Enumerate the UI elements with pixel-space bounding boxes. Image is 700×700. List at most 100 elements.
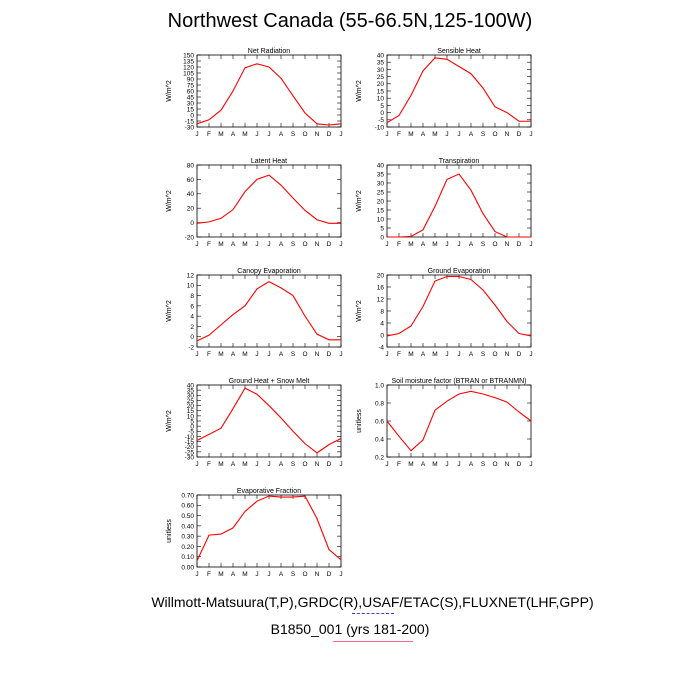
y-tick-label: 20 [377,81,385,88]
y-tick-label: 30 [377,180,385,187]
y-tick-label: 75 [187,82,195,89]
x-tick-label: J [457,461,460,468]
y-tick-label: 0 [380,234,384,241]
y-tick-label: 20 [187,403,195,410]
x-tick-label: M [242,571,247,578]
x-tick-label: F [397,241,401,248]
x-tick-label: O [492,241,497,248]
ground-heat-snow-melt-panel: Ground Heat + Snow Melt W/m^2 -30-25-20-15… [166,378,343,468]
y-tick-label: 20 [377,272,385,279]
y-tick-label: 60 [187,88,195,95]
y-axis-label: W/m^2 [166,410,173,432]
y-tick-label: 150 [183,52,194,59]
y-tick-label: 0 [190,424,194,431]
x-tick-label: O [492,131,497,138]
panel-title: Evaporative Fraction [237,488,301,495]
figure-title: Northwest Canada (55-66.5N,125-100W) [167,10,533,32]
plot-frame [386,164,532,238]
x-tick-label: A [469,241,474,248]
net-radiation-panel: Net Radiation W/m^2 -30-150153045607590105… [166,48,343,138]
x-tick-label: J [267,351,270,358]
x-tick-label: A [231,571,236,578]
y-tick-label: -30 [185,454,195,461]
y-tick-label: -5 [188,429,194,436]
y-tick-label: -15 [185,439,195,446]
x-tick-label: J [195,241,198,248]
y-tick-label: 0.60 [181,503,194,510]
y-tick-label: 120 [183,64,194,71]
x-tick-label: N [315,131,320,138]
y-tick-label: 8 [380,308,384,315]
x-tick-label: S [291,461,296,468]
x-tick-label: M [242,461,247,468]
y-tick-label: 105 [183,70,194,77]
y-tick-label: 20 [187,206,195,213]
x-tick-label: O [302,241,307,248]
x-tick-label: J [385,241,388,248]
x-tick-label: J [267,241,270,248]
x-tick-label: A [421,131,426,138]
x-tick-label: A [279,571,284,578]
y-tick-label: 4 [380,320,384,327]
y-tick-label: 20 [377,198,385,205]
x-tick-label: D [327,131,332,138]
data-sources-caption: Willmott-Matsuura(T,P),GRDC(R),USAF/ETAC… [151,594,594,610]
y-tick-label: 135 [183,58,194,65]
x-tick-label: J [385,131,388,138]
panel-title: Canopy Evaporation [237,268,301,275]
series-line [196,174,341,224]
x-tick-label: F [207,241,211,248]
y-tick-label: 0.2 [375,454,384,461]
x-tick-label: J [267,131,270,138]
case-underline [333,641,413,642]
y-tick-label: 0.4 [375,436,384,443]
panel-title: Net Radiation [248,48,291,55]
y-tick-label: 10 [187,413,195,420]
x-tick-label: M [432,351,437,358]
x-tick-label: O [302,461,307,468]
x-tick-label: O [302,571,307,578]
x-tick-label: S [291,241,296,248]
x-tick-label: O [492,461,497,468]
y-axis-label: unitless [166,519,173,543]
x-tick-label: A [421,461,426,468]
plot-frame [196,54,342,128]
plot-frame [196,164,342,238]
x-tick-label: F [207,131,211,138]
y-tick-label: 30 [187,100,195,107]
x-tick-label: A [279,131,284,138]
y-tick-label: -4 [378,344,384,351]
x-tick-label: M [218,131,223,138]
x-tick-label: J [445,461,448,468]
x-tick-label: F [207,571,211,578]
x-tick-label: J [385,461,388,468]
x-tick-label: A [469,461,474,468]
x-tick-label: S [481,131,486,138]
x-tick-label: N [315,241,320,248]
y-tick-label: 0 [190,220,194,227]
y-tick-label: 35 [377,60,385,67]
x-tick-label: D [327,571,332,578]
y-tick-label: 0.10 [181,554,194,561]
x-tick-label: M [408,461,413,468]
x-tick-label: A [279,351,284,358]
y-tick-label: 25 [187,398,195,405]
x-tick-label: J [529,351,532,358]
x-tick-label: J [195,351,198,358]
y-tick-label: 15 [187,408,195,415]
x-tick-label: S [291,571,296,578]
x-tick-label: J [339,131,342,138]
y-tick-label: 16 [377,284,385,291]
x-tick-label: J [385,351,388,358]
y-tick-label: 45 [187,94,195,101]
x-tick-label: J [195,131,198,138]
series-line [196,387,342,454]
x-tick-label: M [432,241,437,248]
x-tick-label: J [255,351,258,358]
x-tick-label: M [408,351,413,358]
series-line [196,495,342,562]
plot-frame [386,274,532,348]
panel-title: Ground Heat + Snow Melt [229,378,310,385]
